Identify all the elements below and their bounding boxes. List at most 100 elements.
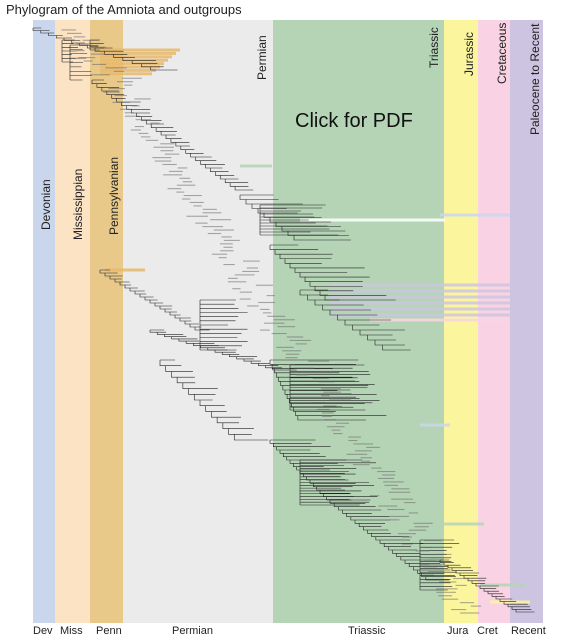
taxon-label-mark [354,450,372,452]
taxon-label-mark [255,284,273,286]
taxon-label-mark [455,584,467,586]
taxon-label-mark [134,98,151,100]
bottom-label-jurassic: Jura [447,625,469,637]
taxon-label-mark [414,526,430,528]
taxon-label-mark [221,236,232,238]
taxon-label-mark [423,567,437,569]
highlight-row [444,522,484,526]
taxon-label-mark [246,267,259,269]
click-for-pdf-link[interactable]: Click for PDF [295,110,413,132]
taxon-label-mark [383,481,404,483]
taxon-label-mark [138,132,149,134]
taxon-label-mark [189,201,204,203]
taxon-label-mark [239,298,251,300]
taxon-label-mark [419,564,429,566]
highlight-row [240,164,272,168]
taxon-label-mark [76,50,85,52]
bottom-label-devonian: Dev [33,625,53,637]
taxon-label-mark [176,191,185,193]
taxon-label-mark [61,29,77,31]
diagram-title: Phylogram of the Amniota and outgroups [6,2,242,17]
highlight-row [100,51,176,55]
highlight-row [370,318,510,322]
tree-branch [329,499,456,581]
taxon-label-mark [285,353,300,355]
taxon-label-mark [179,177,191,179]
taxon-label-mark [227,281,247,283]
taxon-label-mark [377,471,396,473]
taxon-label-mark [336,422,349,424]
taxon-label-mark [321,395,330,397]
highlight-row [330,313,510,317]
highlight-row [420,423,450,427]
taxon-label-mark [422,546,433,548]
taxon-label-mark [267,315,286,317]
taxon-label-mark [182,181,193,183]
taxon-label-mark [103,91,121,93]
taxon-label-mark [352,464,370,466]
tree-branch [32,27,105,49]
taxon-label-mark [321,388,341,390]
taxon-label-mark [92,63,107,65]
taxon-label-mark [234,274,255,276]
taxon-label-mark [329,398,351,400]
taxon-label-mark [391,498,413,500]
taxon-label-mark [150,122,160,124]
taxon-label-mark [282,350,302,352]
taxon-label-mark [307,360,330,362]
taxon-label-mark [450,609,467,611]
highlight-row [100,68,156,72]
cretaceous-label: Cretaceous [495,23,509,84]
taxon-label-mark [271,333,287,335]
taxon-label-mark [202,212,222,214]
taxon-label-mark [160,143,175,145]
taxon-label-mark [202,208,217,210]
taxon-label-mark [470,605,482,607]
taxon-label-mark [112,101,131,103]
taxon-label-mark [242,270,260,272]
taxon-label-mark [286,336,304,338]
taxon-label-mark [213,229,234,231]
taxon-label-mark [89,74,110,76]
taxon-label-mark [219,243,233,245]
taxon-label-mark [182,198,191,200]
taxon-label-mark [408,529,427,531]
taxon-label-mark [361,460,371,462]
highlight-row [330,307,510,311]
taxon-label-mark [402,536,412,538]
taxon-label-mark [223,239,240,241]
taxon-label-mark [135,119,152,121]
pennsylvanian-label: Pennsylvanian [107,157,121,235]
taxon-label-mark [428,571,445,573]
taxon-label-mark [211,253,228,255]
taxon-label-mark [277,326,296,328]
tree-branch [159,359,269,441]
taxon-label-mark [389,515,410,517]
highlight-row [490,600,530,604]
taxon-label-mark [460,602,475,604]
taxon-label-mark [294,367,314,369]
tree-branch [94,47,178,71]
taxon-label-mark [78,57,96,59]
taxon-label-mark [152,157,172,159]
taxon-label-mark [360,457,372,459]
highlight-row [330,289,510,293]
highlight-row [105,268,145,272]
tree-branch [269,359,387,421]
tree-branch [299,459,377,506]
tree-branch [99,269,210,331]
taxon-label-mark [397,533,417,535]
pennsylvanian-band [90,20,123,623]
taxon-label-mark [247,305,259,307]
highlight-row [100,55,172,59]
taxon-label-mark [382,474,396,476]
recent-label: Paleocene to Recent [528,23,542,135]
taxon-label-mark [83,60,93,62]
taxon-label-mark [124,84,133,86]
taxon-label-mark [316,408,330,410]
bottom-label-recent: Recent [511,625,546,637]
taxon-label-mark [168,170,183,172]
taxon-label-mark [324,419,337,421]
taxon-label-mark [346,453,368,455]
